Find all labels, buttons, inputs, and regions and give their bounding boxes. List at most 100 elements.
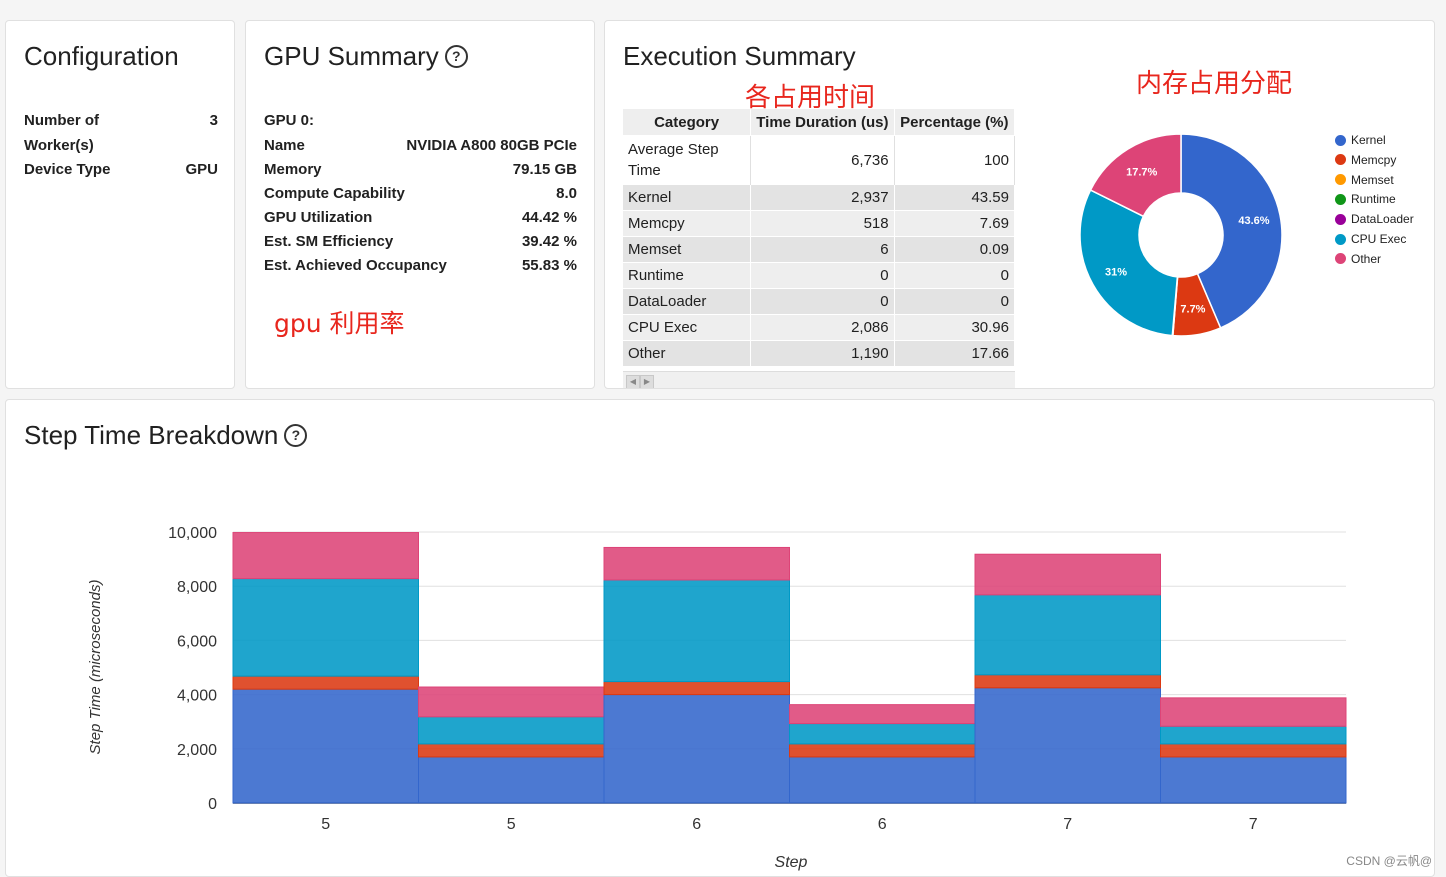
gpu-label: GPU 0: [264,112,577,134]
memory-pie-chart[interactable]: 43.6% 7.7% 31% 17.7% [1071,125,1291,345]
table-row[interactable]: Memset 6 0.09 [623,236,1016,263]
scroll-left-arrow-icon[interactable]: ◀ [626,375,640,388]
bar-other[interactable] [974,553,1161,596]
bar-kernel[interactable] [418,756,605,804]
x-tick-label: 6 [878,816,887,833]
step-time-chart[interactable]: 0 2,000 4,000 6,000 8,000 10,000 5 5 6 6 7 7 Step Ste… [6,400,1426,875]
bar-kernel[interactable] [603,694,790,804]
category-line-1: Average Step [628,141,719,158]
config-row-device-type: Device Type GPU [24,161,218,183]
legend-item[interactable]: Kernel [1335,133,1386,147]
category-cell: Other [623,340,752,366]
bar-cpu-exec[interactable] [232,578,419,677]
gpu-row: Est. SM Efficiency 39.42 % [264,233,577,255]
config-value-workers: 3 [209,112,218,129]
bar-kernel[interactable] [974,687,1161,804]
legend-dot-icon [1335,193,1346,205]
bar-memcpy[interactable] [1160,743,1347,758]
duration-cell: 2,937 [750,184,895,211]
gpu-utilization-annotation: gpu 利用率 [274,309,405,338]
config-label-workers-line1: Number of [24,112,99,129]
legend-label: CPU Exec [1351,232,1407,246]
scroll-right-arrow-icon[interactable]: ▶ [640,375,654,388]
bar-memcpy[interactable] [974,674,1161,689]
legend-dot-icon [1335,253,1346,265]
legend-label: Other [1351,251,1382,266]
bar-other[interactable] [232,532,419,580]
duration-cell: 6 [750,236,895,263]
legend-item[interactable]: Other [1335,252,1381,266]
pie-slice-label: 43.6% [1238,215,1269,227]
gpu-row: Name NVIDIA A800 80GB PCIe [264,137,577,159]
gpu-row-label: GPU Utilization [264,209,373,226]
x-tick-label: 6 [692,816,701,833]
legend-item[interactable]: CPU Exec [1335,232,1406,246]
bar-kernel[interactable] [232,688,419,804]
pie-slice-cpu-exec[interactable] [1079,189,1179,337]
help-icon[interactable]: ? [284,424,308,447]
step-time-card: Step Time Breakdown ? 0 2,000 4,000 6,000 8,… [5,399,1435,877]
table-row[interactable]: Kernel 2,937 43.59 [623,184,1016,211]
column-header-percentage[interactable]: Percentage (%) [894,109,1016,136]
gpu-row-value: 39.42 % [521,233,577,250]
duration-cell: 6,736 [750,135,895,185]
table-scrollbar[interactable]: ◀ ▶ [623,371,1015,388]
percentage-cell: 30.96 [894,314,1016,341]
duration-cell: 518 [750,210,895,237]
bar-kernel[interactable] [1160,756,1347,804]
bar-cpu-exec[interactable] [418,716,605,745]
bar-cpu-exec[interactable] [789,723,976,745]
execution-summary-card: Execution Summary 各占用时间 内存占用分配 Category … [604,20,1435,389]
percentage-cell: 100 [894,135,1016,185]
category-cell: Runtime [623,262,752,289]
legend-item[interactable]: Memset [1335,173,1394,187]
category-cell: Memset [623,236,752,263]
legend-item[interactable]: Runtime [1335,192,1396,206]
bar-kernel[interactable] [789,756,976,804]
bar-memcpy[interactable] [418,743,605,758]
bar-other[interactable] [418,686,605,718]
y-tick-label: 10,000 [168,525,217,542]
duration-cell: 2,086 [750,314,895,341]
bar-cpu-exec[interactable] [1160,725,1347,745]
column-header-duration[interactable]: Time Duration (us) [750,109,895,136]
legend-item[interactable]: Memcpy [1335,153,1396,167]
legend-dot-icon [1335,154,1346,166]
pie-slice-kernel[interactable] [1180,133,1283,329]
table-row[interactable]: Other 1,190 17.66 [623,340,1016,366]
table-row[interactable]: Average Step Time 6,736 100 [623,135,1016,185]
bar-memcpy[interactable] [232,675,419,690]
legend-label: Kernel [1351,133,1386,147]
pie-slice-other[interactable] [1089,133,1182,218]
configuration-title: Configuration [24,41,179,71]
help-icon[interactable]: ? [444,45,468,68]
column-header-category[interactable]: Category [623,109,752,136]
percentage-cell: 0 [894,288,1016,315]
bar-memcpy[interactable] [603,681,790,696]
bar-cpu-exec[interactable] [974,594,1161,676]
configuration-card: Configuration Number of Worker(s) 3 Devi… [5,20,235,389]
legend-dot-icon [1335,174,1346,186]
bar-other[interactable] [603,546,790,581]
gpu-row: Est. Achieved Occupancy 55.83 % [264,257,577,279]
legend-item[interactable]: DataLoader [1335,212,1414,226]
table-row[interactable]: DataLoader 0 0 [623,288,1016,315]
pie-slice-label: 17.7% [1126,167,1157,179]
table-row[interactable]: Memcpy 518 7.69 [623,210,1016,237]
bar-other[interactable] [789,704,976,725]
bar-other[interactable] [1160,697,1347,727]
pie-slice-label: 31% [1105,266,1127,278]
gpu-index-label: GPU 0: [264,112,315,129]
legend-label: DataLoader [1351,212,1414,227]
x-axis-title: Step [775,854,808,871]
legend-dot-icon [1335,233,1346,245]
memory-annotation: 内存占用分配 [1136,69,1293,99]
gpu-row-label: Name [264,137,305,154]
table-row[interactable]: Runtime 0 0 [623,262,1016,289]
duration-cell: 0 [750,262,895,289]
gpu-row-label: Est. Achieved Occupancy [264,257,447,274]
table-row[interactable]: CPU Exec 2,086 30.96 [623,314,1016,341]
gpu-row: GPU Utilization 44.42 % [264,209,577,231]
bar-cpu-exec[interactable] [603,579,790,683]
bar-memcpy[interactable] [789,743,976,758]
